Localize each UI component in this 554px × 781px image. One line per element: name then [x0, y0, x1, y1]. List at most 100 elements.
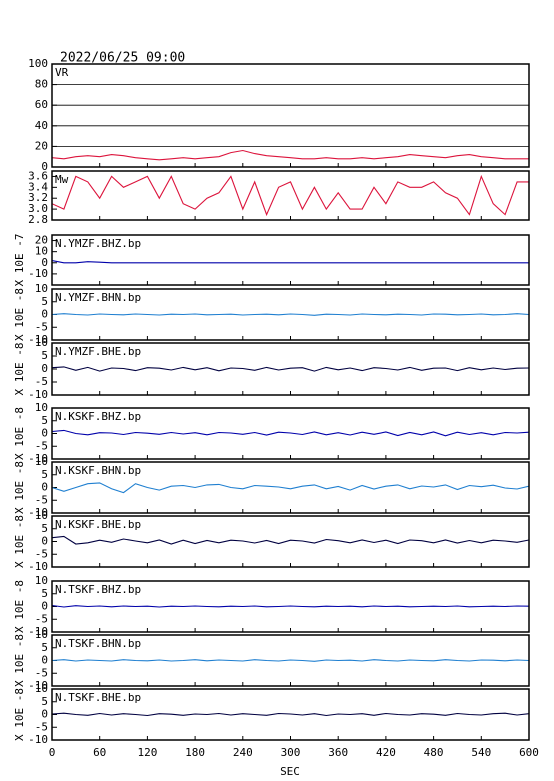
y-tick-label: 5	[41, 587, 48, 600]
y-tick-label: -5	[35, 375, 48, 388]
y-tick-label: 3.0	[28, 202, 48, 215]
y-tick-label: 5	[41, 695, 48, 708]
y-tick-label: 3.2	[28, 191, 48, 204]
trace	[52, 429, 529, 437]
y-axis-unit: X 10E -7	[13, 234, 26, 287]
panel-frame	[51, 688, 530, 741]
y-tick-label: 0	[41, 600, 48, 613]
trace	[52, 260, 529, 264]
y-tick-label: 5	[41, 414, 48, 427]
y-tick-label: -5	[35, 666, 48, 679]
y-tick-label: 0	[41, 308, 48, 321]
x-tick-label: 180	[185, 746, 205, 759]
x-tick-label: 240	[233, 746, 253, 759]
y-tick-label: 80	[35, 78, 48, 91]
y-tick-label: 0	[41, 535, 48, 548]
y-tick-label: 40	[35, 119, 48, 132]
panel-label: N.TSKF.BHE.bp	[55, 691, 141, 704]
y-tick-label: 10	[35, 628, 48, 641]
panel-label: VR	[55, 66, 69, 79]
x-tick-label: 120	[137, 746, 157, 759]
x-tick-label: 60	[93, 746, 106, 759]
x-tick-label: 420	[376, 746, 396, 759]
y-tick-label: 10	[35, 282, 48, 295]
y-axis-unit: X 10E -8	[13, 407, 26, 460]
panel-frame	[51, 580, 530, 633]
y-tick-label: 10	[35, 401, 48, 414]
y-tick-label: 10	[35, 455, 48, 468]
x-tick-label: 360	[328, 746, 348, 759]
x-tick-label: 480	[424, 746, 444, 759]
panel-label: N.TSKF.BHN.bp	[55, 637, 141, 650]
y-tick-label: 10	[35, 509, 48, 522]
panel-frame	[51, 515, 530, 568]
x-tick-label: 300	[281, 746, 301, 759]
y-axis-unit: X 10E -8	[13, 461, 26, 514]
y-tick-label: 2.8	[28, 213, 48, 226]
y-tick-label: 10	[35, 574, 48, 587]
y-tick-label: -5	[35, 720, 48, 733]
panel-frame	[51, 234, 530, 286]
y-tick-label: -10	[28, 267, 48, 280]
y-tick-label: -5	[35, 493, 48, 506]
trace	[52, 174, 529, 217]
y-tick-label: 10	[35, 336, 48, 349]
panel-frame	[51, 634, 530, 687]
y-tick-label: -10	[28, 388, 48, 401]
panel-frame	[51, 342, 530, 396]
y-tick-label: -10	[28, 333, 48, 346]
y-tick-label: -5	[35, 320, 48, 333]
trace	[52, 659, 529, 662]
y-tick-label: 5	[41, 641, 48, 654]
y-tick-label: 5	[41, 522, 48, 535]
y-tick-label: -5	[35, 547, 48, 560]
y-tick-label: 0	[41, 481, 48, 494]
trace	[52, 712, 529, 717]
trace	[52, 604, 529, 608]
y-tick-label: -10	[28, 679, 48, 692]
x-tick-label: 0	[49, 746, 56, 759]
y-axis-unit: X 10E -8	[13, 688, 26, 741]
y-axis-unit: X 10E -8	[13, 343, 26, 396]
trace	[52, 366, 529, 372]
panel-label: N.KSKF.BHN.bp	[55, 464, 141, 477]
panel-label: N.YMZF.BHE.bp	[55, 345, 141, 358]
panel-frame	[51, 461, 530, 514]
y-tick-label: -10	[28, 733, 48, 746]
x-tick-label: 540	[471, 746, 491, 759]
x-tick-label: 600	[519, 746, 539, 759]
trace	[52, 313, 529, 316]
y-tick-label: 100	[28, 57, 48, 70]
y-tick-label: -5	[35, 612, 48, 625]
panel-label: Mw	[55, 173, 69, 186]
trace	[52, 482, 529, 494]
panel-label: N.TSKF.BHZ.bp	[55, 583, 141, 596]
y-tick-label: 10	[35, 245, 48, 258]
y-tick-label: -10	[28, 625, 48, 638]
chart-title: 2022/06/25 09:00	[60, 51, 185, 66]
y-tick-label: 5	[41, 349, 48, 362]
x-axis-label: SEC	[280, 765, 300, 778]
y-tick-label: 3.4	[28, 180, 48, 193]
y-tick-label: 3.6	[28, 169, 48, 182]
y-tick-label: 0	[41, 708, 48, 721]
y-tick-label: 5	[41, 295, 48, 308]
y-tick-label: 10	[35, 682, 48, 695]
panel-label: N.KSKF.BHZ.bp	[55, 410, 141, 423]
panel-frame	[51, 63, 530, 168]
panel-label: N.YMZF.BHN.bp	[55, 291, 141, 304]
y-tick-label: 20	[35, 139, 48, 152]
y-tick-label: 20	[35, 234, 48, 247]
panel-frame	[51, 170, 530, 221]
y-tick-label: 0	[41, 256, 48, 269]
panel-label: N.KSKF.BHE.bp	[55, 518, 141, 531]
y-tick-label: 60	[35, 98, 48, 111]
y-tick-label: -10	[28, 506, 48, 519]
panel-frame	[51, 407, 530, 460]
y-tick-label: 0	[41, 160, 48, 173]
y-tick-label: -10	[28, 560, 48, 573]
y-axis-unit: X 10E -8	[13, 515, 26, 568]
trace	[52, 149, 529, 161]
y-axis-unit: X 10E -8	[13, 580, 26, 633]
